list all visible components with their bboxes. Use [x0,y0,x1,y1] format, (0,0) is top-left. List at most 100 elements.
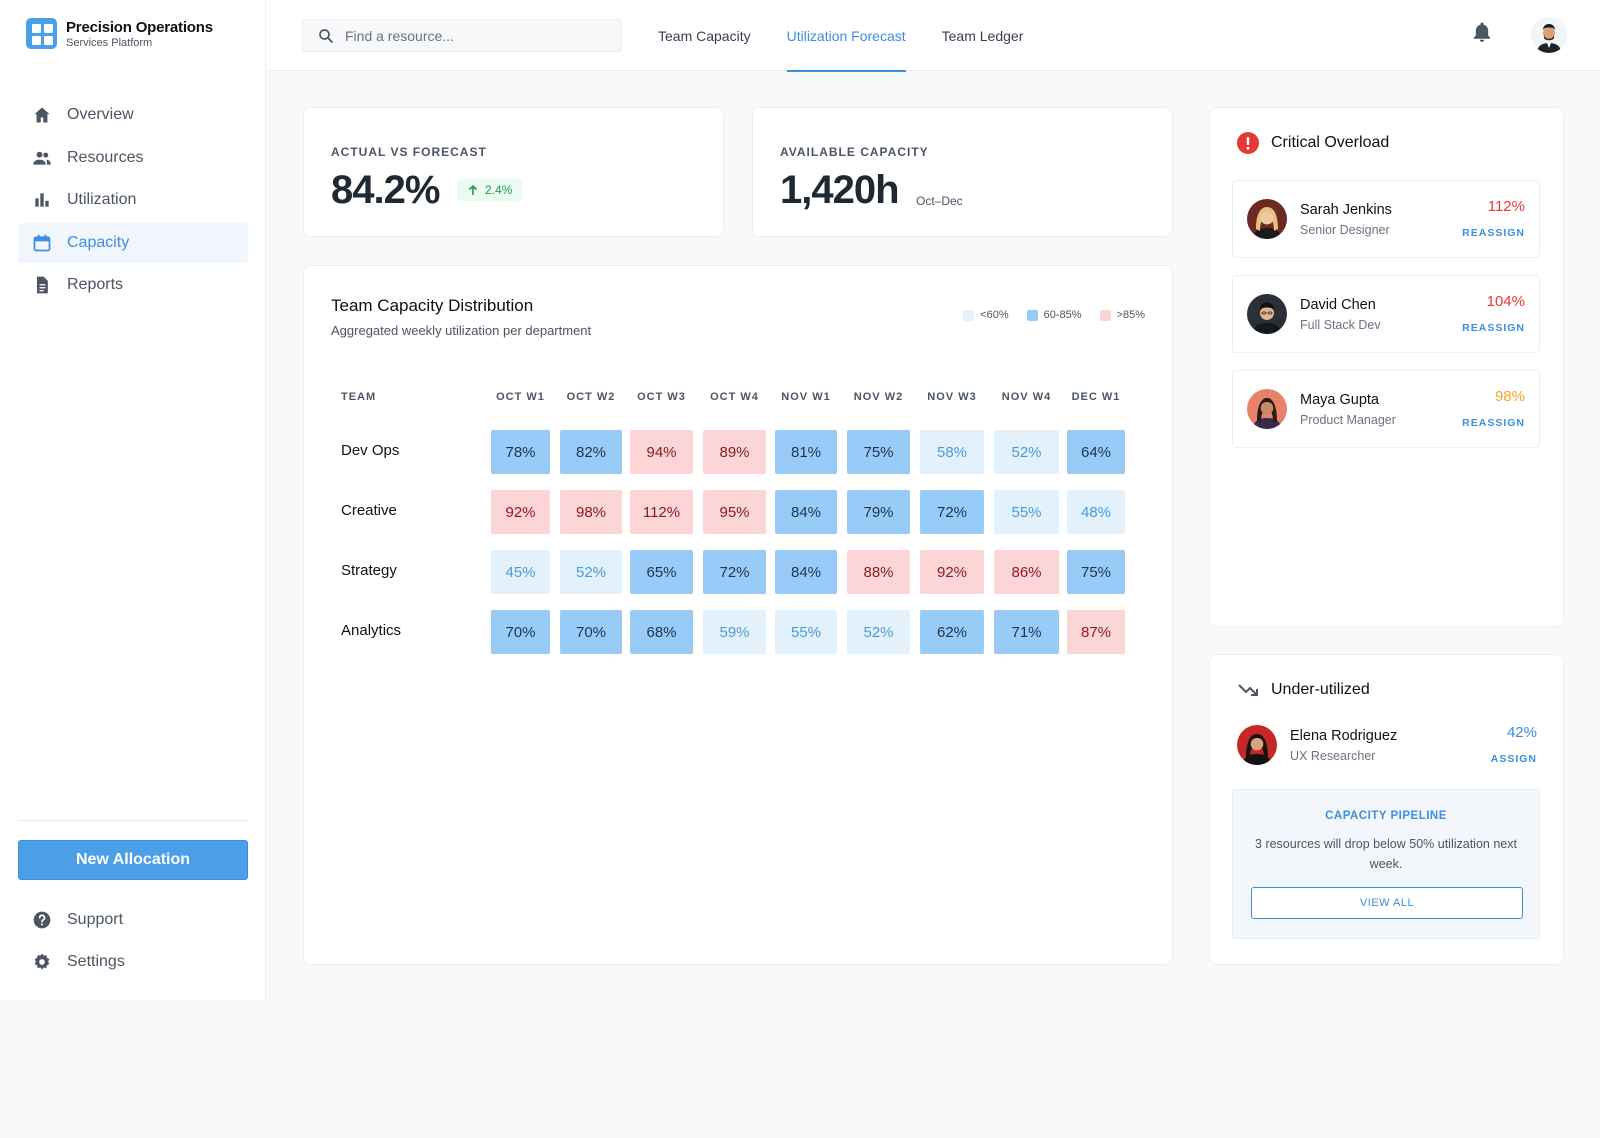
female-avatar-icon [1237,725,1277,765]
critical-overload-title: Critical Overload [1237,132,1389,154]
person-role: Senior Designer [1300,223,1390,237]
legend-item-mid: 60-85% [1026,309,1082,321]
heatmap-cell[interactable]: 64% [1067,430,1125,474]
overload-person-card[interactable]: David Chen Full Stack Dev 104% REASSIGN [1232,275,1540,353]
heatmap-cell[interactable]: 84% [775,490,837,534]
team-label: Analytics [341,622,402,639]
sidebar-item-overview[interactable]: Overview [18,95,248,135]
heatmap-cell[interactable]: 82% [560,430,622,474]
stat-label: ACTUAL VS FORECAST [331,145,487,159]
heatmap-cell[interactable]: 87% [1067,610,1125,654]
sidebar-item-utilization[interactable]: Utilization [18,180,248,220]
person-role: Product Manager [1300,413,1396,427]
stat-note: Oct–Dec [916,194,963,208]
calendar-icon [33,234,51,251]
trending-down-icon [1238,684,1258,696]
heatmap-cell[interactable]: 92% [920,550,984,594]
column-header: OCT W4 [710,391,759,403]
overload-person-card[interactable]: Maya Gupta Product Manager 98% REASSIGN [1232,370,1540,448]
document-icon [37,276,48,294]
heatmap-cell[interactable]: 55% [775,610,837,654]
home-icon [34,107,50,123]
under-utilized-person[interactable]: Elena Rodriguez UX Researcher 42% ASSIGN [1237,724,1537,775]
heatmap-cell[interactable]: 112% [630,490,693,534]
legend-swatch [1099,309,1111,321]
assign-button[interactable]: ASSIGN [1490,753,1537,765]
sidebar-item-support[interactable]: Support [18,900,248,940]
tab-team-capacity[interactable]: Team Capacity [658,27,751,44]
heatmap-cell[interactable]: 88% [847,550,910,594]
heatmap-cell[interactable]: 78% [491,430,550,474]
heatmap-title: Team Capacity Distribution [331,296,534,315]
person-name: Sarah Jenkins [1300,202,1392,218]
heatmap-cell[interactable]: 89% [703,430,766,474]
stat-value: 1,420h [780,168,900,212]
heatmap-cell[interactable]: 81% [775,430,837,474]
person-avatar [1247,389,1287,429]
heatmap-cell[interactable]: 72% [920,490,984,534]
person-name: David Chen [1300,297,1376,313]
tab-utilization-forecast[interactable]: Utilization Forecast [786,0,906,72]
heatmap-cell[interactable]: 72% [703,550,766,594]
user-avatar[interactable] [1531,17,1567,53]
heatmap-cell[interactable]: 58% [920,430,984,474]
team-label: Creative [341,502,397,519]
pipeline-title: CAPACITY PIPELINE [1325,810,1447,822]
heatmap-cell[interactable]: 75% [1067,550,1125,594]
heatmap-cell[interactable]: 55% [994,490,1059,534]
sidebar-item-settings[interactable]: Settings [18,942,248,982]
new-allocation-button[interactable]: New Allocation [18,840,248,880]
heatmap-cell[interactable]: 86% [994,550,1059,594]
sidebar-item-reports[interactable]: Reports [18,265,248,305]
reassign-button[interactable]: REASSIGN [1462,417,1525,429]
overload-person-card[interactable]: Sarah Jenkins Senior Designer 112% REASS… [1232,180,1540,258]
person-utilization: 104% [1486,293,1525,310]
heatmap-cell[interactable]: 95% [703,490,766,534]
top-bar: Team Capacity Utilization Forecast Team … [266,0,1600,72]
person-utilization: 42% [1506,724,1537,741]
heatmap-cell[interactable]: 52% [994,430,1059,474]
heatmap-cell[interactable]: 94% [630,430,693,474]
sidebar: Precision Operations Services Platform O… [0,0,266,1000]
heatmap-cell[interactable]: 70% [560,610,622,654]
search-icon [319,28,333,43]
pipeline-text: 3 resources will drop below 50% utilizat… [1255,837,1517,871]
heatmap-cell[interactable]: 52% [560,550,622,594]
person-avatar [1247,199,1287,239]
footer-nav: Support Settings [18,900,248,984]
column-header: NOV W1 [781,391,831,403]
person-role: Full Stack Dev [1300,318,1381,332]
column-header: NOV W4 [1001,391,1052,403]
help-icon [33,911,51,929]
capacity-pipeline: CAPACITY PIPELINE 3 resources will drop … [1232,789,1540,939]
bell-icon[interactable] [1470,20,1494,44]
reassign-button[interactable]: REASSIGN [1462,322,1525,334]
tab-team-ledger[interactable]: Team Ledger [941,27,1024,44]
heatmap-cell[interactable]: 48% [1067,490,1125,534]
view-all-button[interactable]: VIEW ALL [1251,887,1523,919]
search-input[interactable] [345,27,605,44]
sidebar-item-capacity[interactable]: Capacity [18,222,248,263]
search-box[interactable] [302,19,622,52]
heatmap-cell[interactable]: 71% [994,610,1059,654]
reassign-button[interactable]: REASSIGN [1462,227,1525,239]
heatmap-cell[interactable]: 75% [847,430,910,474]
heatmap-cell[interactable]: 62% [920,610,984,654]
heatmap-cell[interactable]: 45% [491,550,550,594]
heatmap-cell[interactable]: 98% [560,490,622,534]
alert-icon [1237,132,1259,154]
heatmap-cell[interactable]: 79% [847,490,910,534]
heatmap-cell[interactable]: 68% [630,610,693,654]
heatmap-cell[interactable]: 59% [703,610,766,654]
critical-overload-card: Critical Overload Sarah Jenkins Senior D… [1209,107,1564,627]
heatmap-cell[interactable]: 65% [630,550,693,594]
brand[interactable]: Precision Operations Services Platform [26,18,213,49]
panel-title-text: Under-utilized [1271,681,1370,698]
legend-item-low: <60% [963,309,1009,321]
sidebar-item-resources[interactable]: Resources [18,138,248,178]
heatmap-cell[interactable]: 52% [847,610,910,654]
heatmap-cell[interactable]: 92% [491,490,550,534]
heatmap-cell[interactable]: 70% [491,610,550,654]
heatmap-cell[interactable]: 84% [775,550,837,594]
sidebar-item-label: Capacity [67,233,130,251]
